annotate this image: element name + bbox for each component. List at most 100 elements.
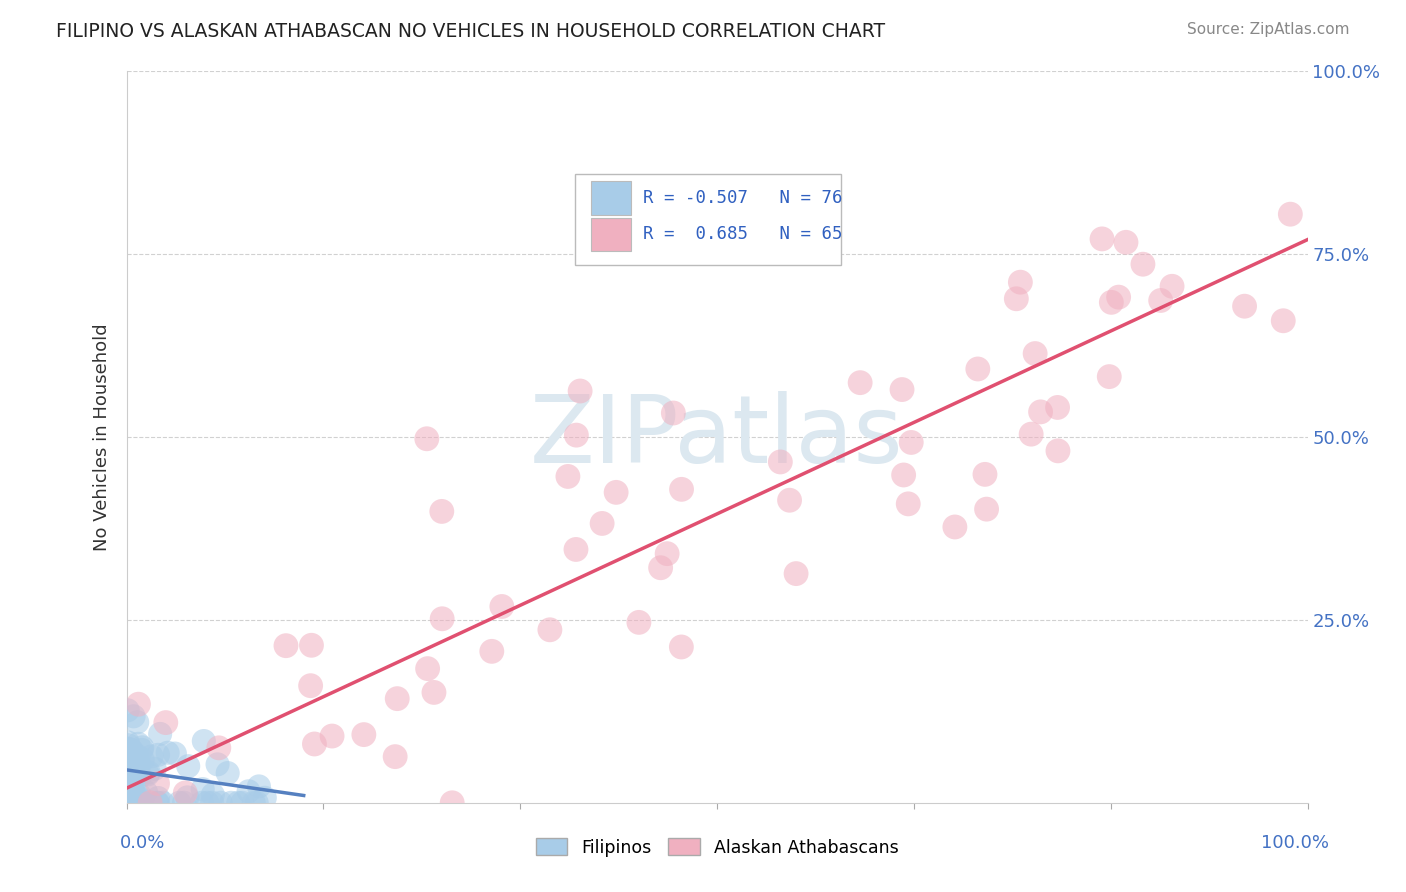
Point [304,737,326,751]
Point [966,362,988,376]
Point [127,697,149,711]
Point [193,734,215,748]
Point [169,796,191,810]
Point [136,767,159,781]
Point [127,763,149,777]
Point [131,796,153,810]
Point [128,770,150,784]
Point [125,796,148,810]
Point [122,709,145,723]
Y-axis label: No Vehicles in Household: No Vehicles in Household [93,323,111,551]
Point [423,685,446,699]
Point [117,738,139,752]
Point [246,796,269,810]
Point [1029,405,1052,419]
Point [155,715,177,730]
Point [301,638,323,652]
Point [569,384,592,398]
Point [143,762,166,776]
Point [299,679,322,693]
Point [1161,279,1184,293]
Point [384,749,406,764]
Point [1132,257,1154,271]
Point [430,504,453,518]
Point [122,764,145,778]
Point [605,485,627,500]
Point [128,796,150,810]
Text: Source: ZipAtlas.com: Source: ZipAtlas.com [1187,22,1350,37]
Point [118,768,141,782]
Point [650,560,672,574]
Point [124,766,146,780]
Point [117,796,139,810]
Point [1091,232,1114,246]
Point [242,796,264,810]
Point [121,744,143,758]
Point [138,765,160,780]
Point [124,748,146,763]
Text: R = -0.507   N = 76: R = -0.507 N = 76 [643,189,842,207]
Point [117,771,139,785]
Point [128,788,150,802]
Point [122,771,145,785]
Point [118,794,141,808]
Point [191,782,214,797]
Point [163,747,186,761]
Point [353,728,375,742]
Point [557,469,579,483]
Point [893,467,915,482]
Point [441,796,464,810]
Point [201,788,224,802]
Point [387,691,409,706]
Point [891,383,914,397]
Point [118,746,141,760]
Point [1115,235,1137,250]
Point [1099,295,1122,310]
Point [121,766,143,780]
Point [655,547,678,561]
Text: R =  0.685   N = 65: R = 0.685 N = 65 [643,226,842,244]
Point [943,520,966,534]
Point [219,796,242,810]
Point [125,796,148,810]
Point [124,767,146,781]
Point [1024,346,1046,360]
Point [900,435,922,450]
Point [416,662,439,676]
Point [671,640,693,654]
Point [173,796,195,810]
Point [662,406,685,420]
Point [209,796,232,810]
Point [253,790,276,805]
Point [247,780,270,794]
Point [481,644,503,658]
Point [416,432,439,446]
Point [117,783,139,797]
Point [146,747,169,762]
Point [197,796,219,810]
Point [785,566,807,581]
Point [976,502,998,516]
Point [128,756,150,771]
Point [131,740,153,755]
Point [1098,369,1121,384]
Point [128,790,150,805]
Point [974,467,997,482]
Point [1150,293,1173,308]
Point [177,759,200,773]
Point [156,746,179,760]
Point [591,516,613,531]
Point [491,599,513,614]
Point [1010,275,1032,289]
Point [671,483,693,497]
Point [176,790,198,805]
Point [127,737,149,751]
Point [217,766,239,780]
Point [146,796,169,810]
Point [117,743,139,757]
Point [120,796,142,810]
Point [131,753,153,767]
Point [274,639,297,653]
Point [321,729,343,743]
Point [226,796,249,810]
